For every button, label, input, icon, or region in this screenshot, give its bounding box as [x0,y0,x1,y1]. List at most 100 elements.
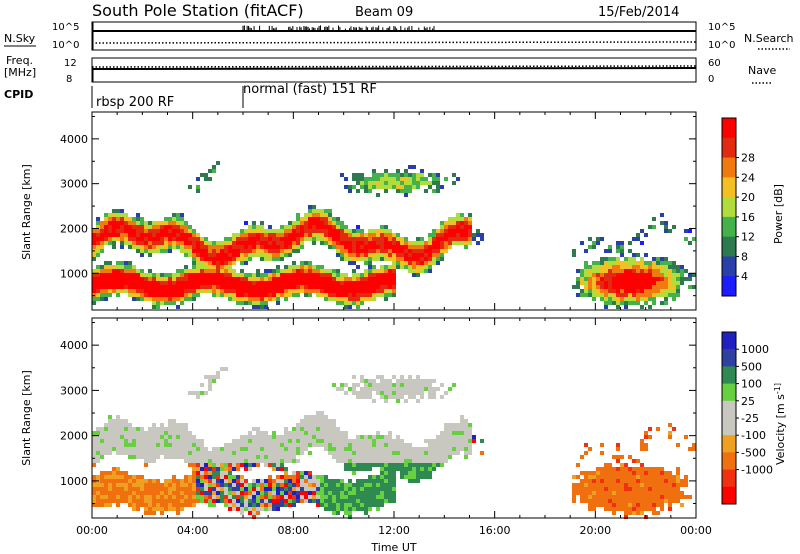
velocity-cell [676,471,680,475]
power-cell [672,277,676,281]
velocity-cell [340,383,344,387]
power-cell [112,269,116,273]
velocity-cell [292,455,296,459]
velocity-cell [364,483,368,487]
power-cell [380,181,384,185]
velocity-cell [216,451,220,455]
velocity-cell [608,499,612,503]
velocity-cell [416,391,420,395]
velocity-cell [228,479,232,483]
velocity-cell [328,435,332,439]
power-cell [344,233,348,237]
velocity-cell [196,475,200,479]
power-cell [636,269,640,273]
velocity-cell [324,439,328,443]
power-cell [240,293,244,297]
velocity-cell [300,487,304,491]
power-cell [372,233,376,237]
velocity-cell [164,447,168,451]
power-cell [628,269,632,273]
power-cell [116,217,120,221]
power-cell [316,233,320,237]
power-cell [296,229,300,233]
power-cell [260,281,264,285]
power-cell [432,173,436,177]
velocity-cell [248,511,252,515]
velocity-cell [296,475,300,479]
power-cell [456,241,460,245]
power-cell [176,233,180,237]
velocity-cell [220,467,224,471]
velocity-cell [208,471,212,475]
velocity-cell [376,387,380,391]
velocity-cell [276,487,280,491]
velocity-cell [172,487,176,491]
power-cell [172,285,176,289]
power-cell [276,269,280,273]
power-cell [224,269,228,273]
power-cell [632,265,636,269]
power-cell [644,253,648,257]
velocity-cell [176,487,180,491]
power-cell [584,293,588,297]
velocity-cell [260,487,264,491]
velocity-cell [368,503,372,507]
power-cell [224,273,228,277]
velocity-cell [292,487,296,491]
power-cell [624,289,628,293]
velocity-cell [464,423,468,427]
velocity-cell [364,395,368,399]
velocity-cell [260,503,264,507]
power-cell [432,189,436,193]
velocity-cell [208,387,212,391]
velocity-cell [400,379,404,383]
velocity-cell [640,471,644,475]
power-cell [412,181,416,185]
power-cell [408,165,412,169]
power-cell [384,173,388,177]
power-cell [292,233,296,237]
velocity-cell [180,451,184,455]
velocity-cell [408,383,412,387]
velocity-cell [416,455,420,459]
power-cell [604,293,608,297]
power-cell [152,293,156,297]
power-cell [268,245,272,249]
velocity-cell [108,479,112,483]
power-cell [140,269,144,273]
power-cell [332,245,336,249]
velocity-cell [636,483,640,487]
power-cell [284,225,288,229]
velocity-cell [192,467,196,471]
power-cell [264,305,268,309]
power-cell [436,177,440,181]
power-cell [168,289,172,293]
velocity-cell [140,495,144,499]
power-cell [644,269,648,273]
power-cell [620,249,624,253]
velocity-cell [132,435,136,439]
velocity-cell [372,455,376,459]
velocity-cell [676,483,680,487]
velocity-cell [636,491,640,495]
power-cell [240,229,244,233]
power-cell [584,281,588,285]
power-cell [312,205,316,209]
power-cell [140,249,144,253]
power-cell [404,241,408,245]
velocity-cell [124,479,128,483]
velocity-cell [404,467,408,471]
power-cell [180,245,184,249]
power-cell [576,285,580,289]
power-cell [140,233,144,237]
power-cell [368,289,372,293]
velocity-cell [188,487,192,491]
velocity-cell [96,427,100,431]
velocity-cell [384,439,388,443]
velocity-cell [108,451,112,455]
power-cell [304,217,308,221]
power-cell [396,249,400,253]
power-colorbar-tick-label: 12 [741,231,755,244]
power-cell [616,273,620,277]
power-cell [424,245,428,249]
